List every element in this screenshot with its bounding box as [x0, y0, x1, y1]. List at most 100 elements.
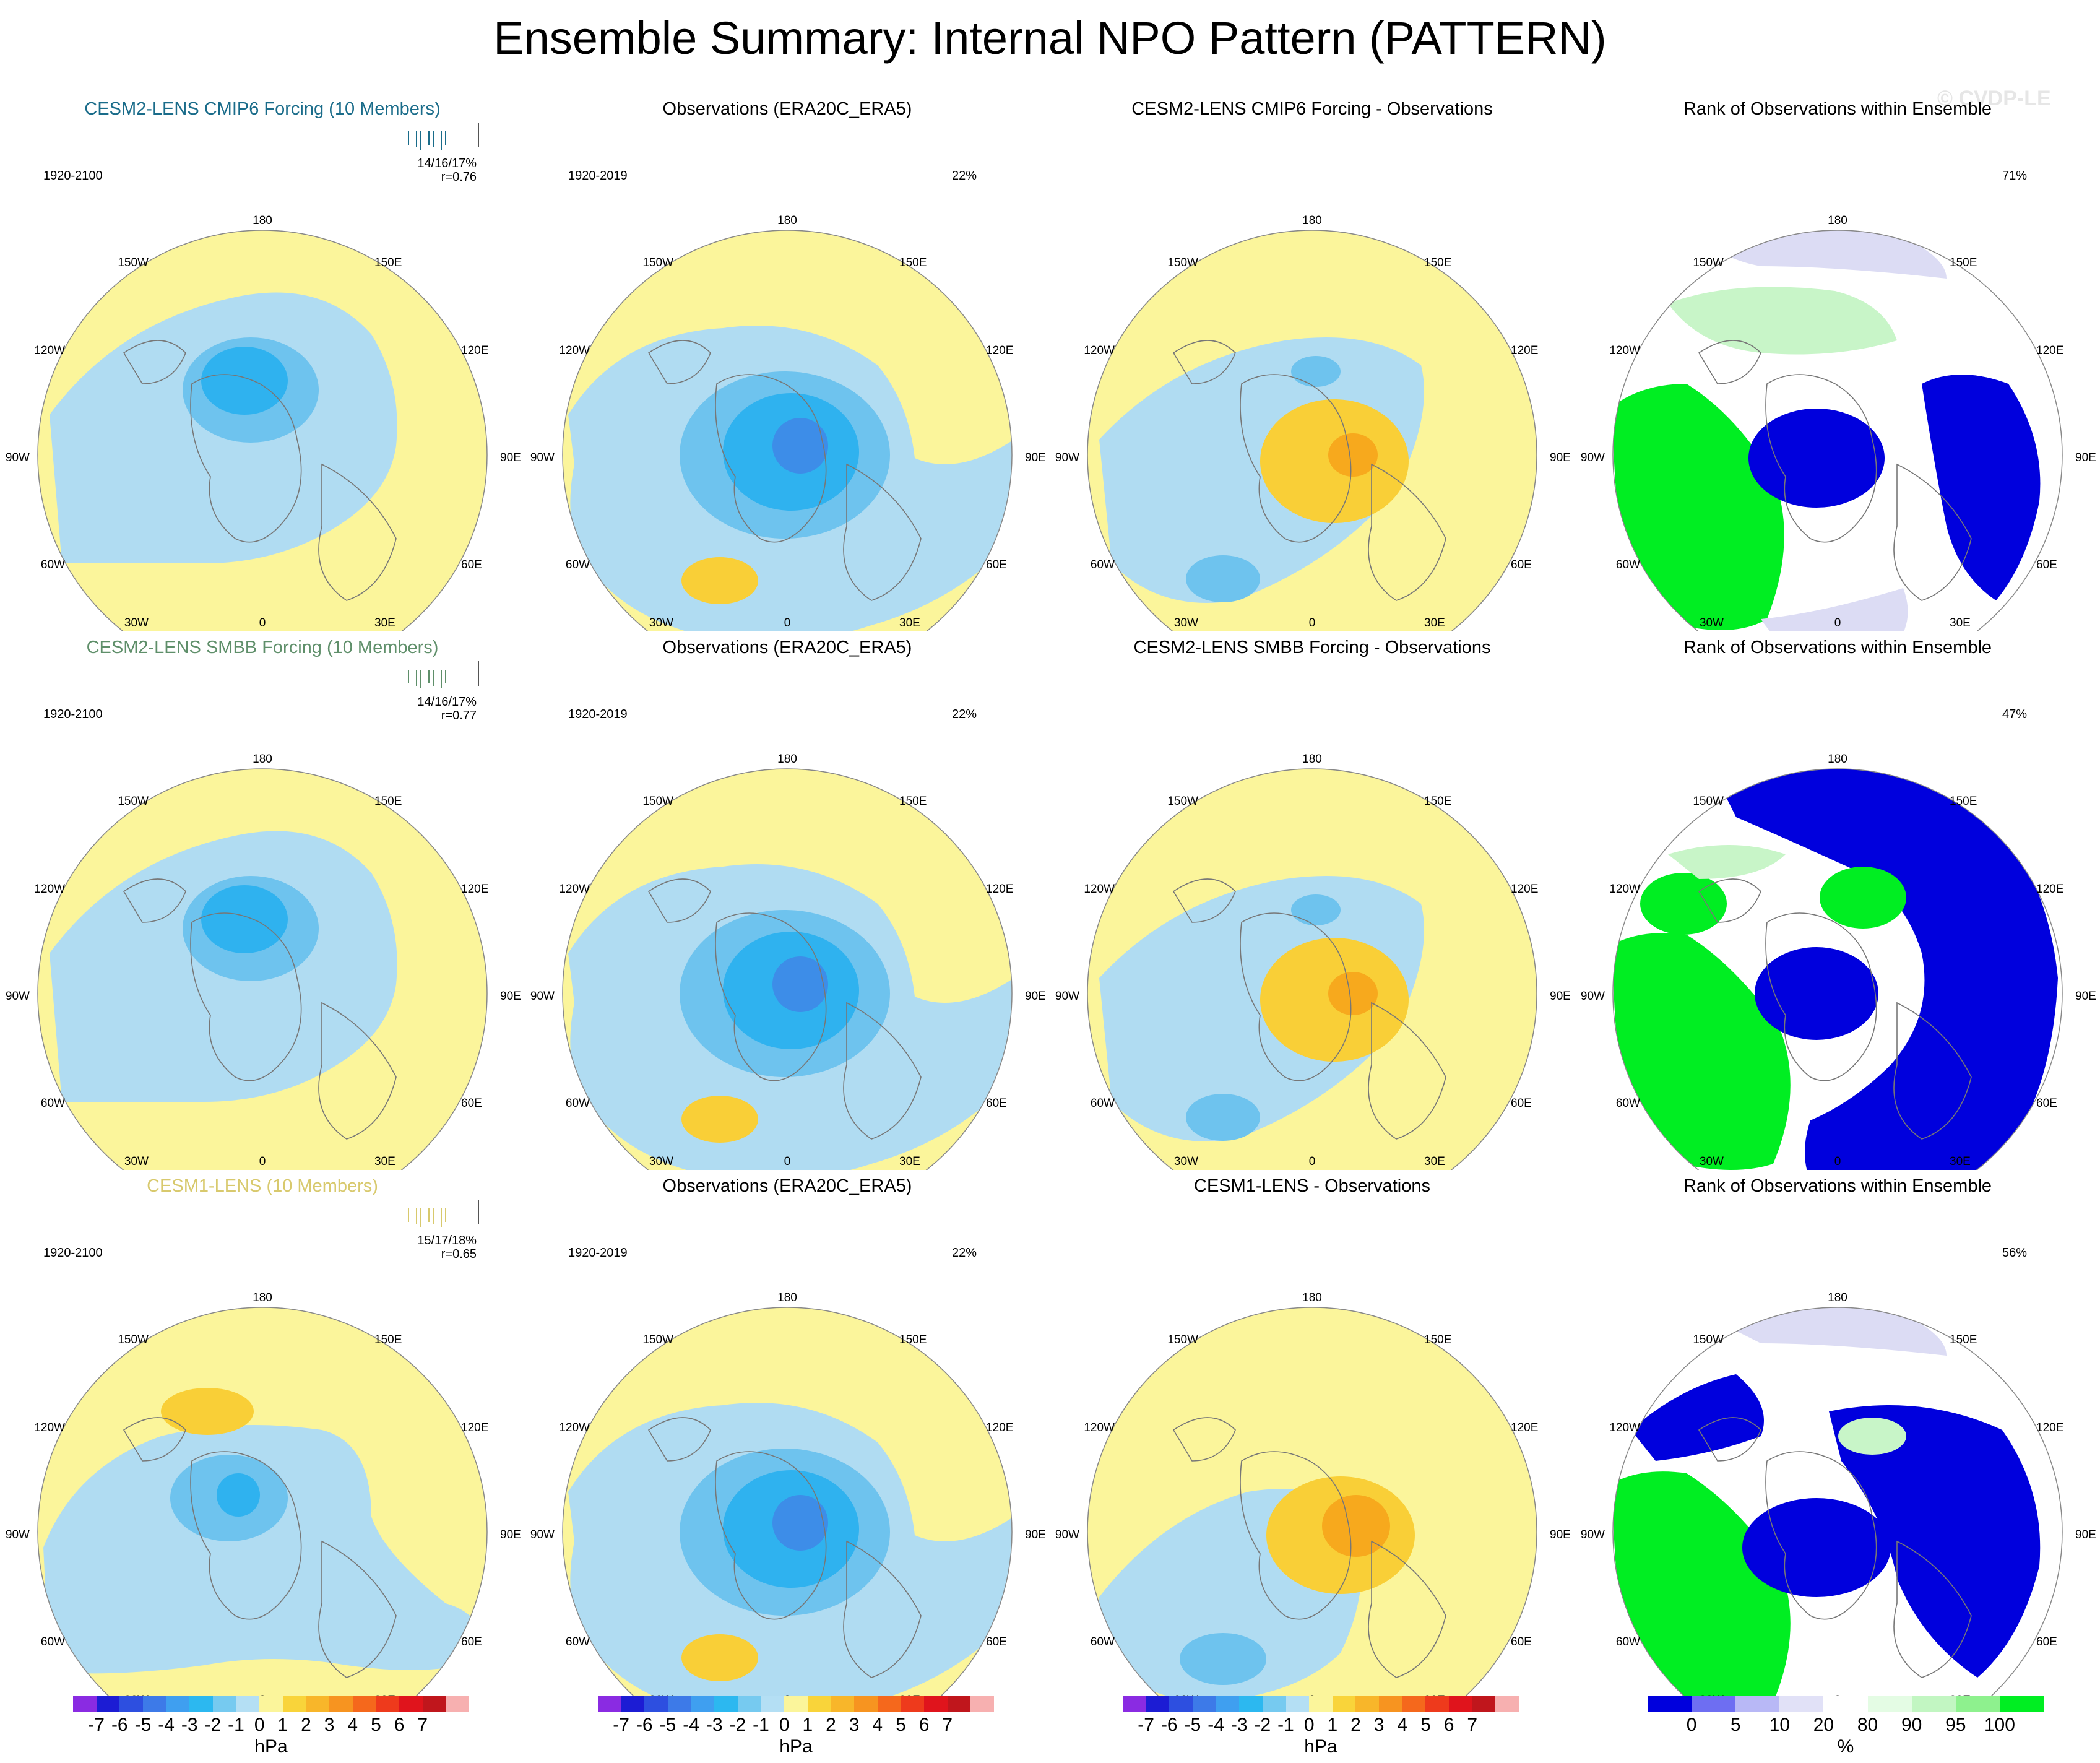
map-boundary — [1612, 230, 2063, 631]
colorbar-tick-label: 4 — [872, 1715, 883, 1735]
longitude-label: 90W — [530, 990, 555, 1003]
pressure-contour — [161, 1388, 254, 1435]
colorbar-unit: hPa — [254, 1736, 288, 1757]
longitude-label: 0 — [784, 1155, 791, 1168]
colorbar-obs: -7 -6 -5 -4 -3 -2 -1 0 1 2 3 4 5 6 7 hPa — [598, 1696, 995, 1763]
longitude-label: 90W — [530, 451, 555, 464]
longitude-label: 30E — [1950, 1155, 1971, 1168]
longitude-label: 180 — [1828, 753, 1847, 766]
pressure-contour — [1291, 894, 1341, 925]
colorbar-unit: hPa — [779, 1736, 813, 1757]
panel-title: CESM2-LENS CMIP6 Forcing - Observations — [1131, 99, 1493, 119]
colorbar-swatch — [877, 1696, 901, 1712]
period-label: 1920-2019 — [568, 169, 628, 183]
rank-region — [1922, 375, 2041, 600]
longitude-label: 90E — [500, 1528, 521, 1541]
pressure-contour — [1180, 1633, 1266, 1685]
longitude-label: 90W — [530, 1528, 555, 1541]
longitude-label: 150E — [374, 1333, 402, 1346]
longitude-label: 90W — [1581, 990, 1605, 1003]
colorbar-swatch — [761, 1696, 785, 1712]
period-label: 1920-2019 — [568, 708, 628, 721]
colorbar-swatch — [1402, 1696, 1426, 1712]
colorbar-tick-label: -3 — [706, 1715, 723, 1735]
map-boundary — [1087, 1307, 1537, 1709]
map-boundary — [1087, 230, 1537, 631]
longitude-label: 30W — [649, 1155, 673, 1168]
colorbar-swatch — [1192, 1696, 1217, 1712]
longitude-label: 60W — [1091, 1635, 1115, 1648]
polar-map: 1800150W150E120W120E90W90E60W60E30W30E56… — [1581, 1246, 2096, 1709]
longitude-label: 150W — [118, 1333, 149, 1346]
colorbar-swatch — [714, 1696, 738, 1712]
longitude-label: 120W — [34, 883, 65, 896]
longitude-label: 180 — [253, 214, 272, 227]
longitude-label: 60W — [1616, 1097, 1640, 1110]
longitude-label: 120E — [2036, 883, 2063, 896]
longitude-label: 120E — [461, 344, 488, 357]
rank-region — [1755, 947, 1878, 1040]
longitude-label: 120W — [1609, 344, 1640, 357]
longitude-label: 60E — [461, 1635, 482, 1648]
map-panel-rank-row3: Rank of Observations within Ensemble1800… — [1575, 1170, 2100, 1709]
longitude-label: 150W — [642, 1333, 673, 1346]
pressure-contour — [1322, 1495, 1390, 1557]
longitude-label: 180 — [1302, 214, 1322, 227]
colorbar-tick-label: 0 — [1686, 1715, 1697, 1735]
longitude-label: 90E — [500, 990, 521, 1003]
colorbar-tick-label: -6 — [1160, 1715, 1178, 1735]
colorbar-swatch — [807, 1696, 831, 1712]
longitude-label: 180 — [1302, 753, 1322, 766]
map-boundary — [1087, 768, 1537, 1170]
correlation-label: r=0.77 — [441, 709, 477, 722]
longitude-label: 150W — [118, 795, 149, 808]
longitude-label: 150E — [374, 795, 402, 808]
longitude-label: 30E — [1424, 1155, 1445, 1168]
map-panel-rank-row2: Rank of Observations within Ensemble 180 0… — [1575, 631, 2100, 1170]
colorbar-tick-label: 2 — [301, 1715, 311, 1735]
longitude-label: 150W — [1693, 1333, 1724, 1346]
colorbar-swatch — [1648, 1696, 1692, 1712]
colorbar-swatch — [189, 1696, 214, 1712]
colorbar-tick-label: 1 — [1327, 1715, 1338, 1735]
colorbar-tick-label: 2 — [826, 1715, 836, 1735]
colorbar-tick-label: -5 — [1184, 1715, 1201, 1735]
longitude-label: 30W — [1700, 1155, 1724, 1168]
longitude-label: 0 — [1834, 1155, 1841, 1168]
variance-label: 22% — [952, 1246, 977, 1260]
colorbar-tick-label: 6 — [394, 1715, 405, 1735]
pressure-contour — [217, 1473, 260, 1517]
rank-region — [1718, 769, 2058, 1170]
colorbar-swatch — [831, 1696, 855, 1712]
longitude-label: 180 — [1828, 214, 1847, 227]
map-boundary — [37, 1307, 488, 1709]
colorbar-tick-label: 3 — [849, 1715, 860, 1735]
longitude-label: 120W — [1084, 1421, 1115, 1434]
longitude-label: 150W — [642, 256, 673, 269]
longitude-label: 120E — [986, 1421, 1013, 1434]
correlation-label: r=0.65 — [441, 1247, 477, 1261]
colorbar-swatch — [1735, 1696, 1780, 1712]
longitude-label: 150E — [1424, 1333, 1451, 1346]
variance-label: 22% — [952, 169, 977, 183]
longitude-label: 90E — [1550, 451, 1571, 464]
longitude-label: 120W — [1084, 344, 1115, 357]
polar-map: 1800150W150E120W120E90W90E60W60E30W30E19… — [530, 1246, 1046, 1709]
period-label: 1920-2100 — [43, 708, 103, 721]
pressure-contour — [681, 1096, 758, 1143]
colorbar-swatch — [737, 1696, 762, 1712]
longitude-label: 60W — [1091, 558, 1115, 571]
stats-label: 14/16/17% — [417, 695, 477, 709]
pressure-contour — [201, 885, 288, 953]
colorbar-swatch — [399, 1696, 423, 1712]
longitude-label: 180 — [1302, 1291, 1322, 1304]
longitude-label: 0 — [1834, 617, 1841, 630]
colorbar-tick-label: 5 — [1730, 1715, 1741, 1735]
colorbar-swatch — [142, 1696, 167, 1712]
longitude-label: 60E — [461, 1097, 482, 1110]
pressure-contour — [1328, 972, 1378, 1015]
colorbar-rank: 0 5 10 20 80 90 95 100% — [1648, 1696, 2044, 1763]
longitude-label: 150W — [642, 795, 673, 808]
longitude-label: 150W — [1167, 795, 1198, 808]
